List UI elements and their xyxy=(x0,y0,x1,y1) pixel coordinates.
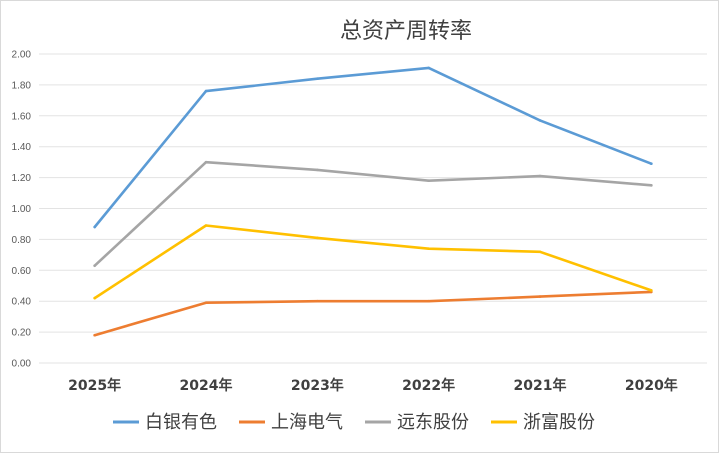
legend-item-0: 白银有色 xyxy=(113,412,217,433)
series-line-1 xyxy=(93,290,653,337)
legend-label: 浙富股份 xyxy=(523,412,595,433)
data-point xyxy=(538,174,542,178)
legend-item-3: 浙富股份 xyxy=(491,412,595,433)
y-tick-label: 1.80 xyxy=(12,80,32,91)
series-line-3 xyxy=(93,224,653,300)
legend-label: 白银有色 xyxy=(145,412,217,433)
legend-label: 远东股份 xyxy=(397,412,469,433)
x-tick-label: 2020年 xyxy=(625,377,678,394)
data-point xyxy=(93,225,96,229)
data-point xyxy=(427,66,430,70)
y-tick-label: 1.20 xyxy=(12,173,32,184)
data-point xyxy=(316,168,319,172)
series-lines xyxy=(93,66,653,337)
data-point xyxy=(316,236,319,240)
data-point xyxy=(204,89,208,93)
data-point xyxy=(650,289,653,292)
data-point xyxy=(538,250,542,254)
data-point xyxy=(538,295,542,298)
data-point xyxy=(204,160,208,164)
y-tick-label: 0.20 xyxy=(12,328,32,339)
y-tick-label: 2.00 xyxy=(12,50,32,61)
y-tick-label: 0.40 xyxy=(12,297,32,308)
data-point xyxy=(93,296,96,300)
y-tick-label: 1.60 xyxy=(12,111,32,122)
series-line-2 xyxy=(93,160,653,268)
data-point xyxy=(650,162,653,165)
data-point xyxy=(427,247,430,250)
data-point xyxy=(204,224,208,227)
legend: 白银有色 上海电气 远东股份 浙富股份 xyxy=(113,412,595,433)
legend-item-1: 上海电气 xyxy=(239,412,343,433)
x-tick-label: 2021年 xyxy=(514,377,567,394)
data-point xyxy=(316,77,319,81)
y-tick-label: 1.40 xyxy=(12,142,32,153)
x-tick-label: 2024年 xyxy=(180,377,233,394)
gridlines xyxy=(39,53,707,364)
y-tick-label: 1.00 xyxy=(12,204,32,215)
legend-item-2: 远东股份 xyxy=(365,412,469,433)
chart-title: 总资产周转率 xyxy=(340,19,472,44)
data-point xyxy=(427,299,430,303)
data-point xyxy=(316,299,319,303)
data-point xyxy=(427,179,430,182)
x-tick-label: 2022年 xyxy=(402,377,455,394)
data-point xyxy=(93,333,96,337)
x-tick-label: 2025年 xyxy=(68,377,121,394)
y-tick-label: 0.60 xyxy=(12,266,32,277)
y-tick-label: 0.00 xyxy=(12,359,32,370)
x-axis-ticks: 2025年 2024年 2023年 2022年 2021年 2020年 xyxy=(68,377,678,394)
series-line-0 xyxy=(93,66,653,229)
data-point xyxy=(650,184,653,187)
data-point xyxy=(204,301,208,305)
data-point xyxy=(93,264,96,267)
y-axis-ticks: 0.00 0.20 0.40 0.60 0.80 1.00 1.20 1.40 1.60 1.80… xyxy=(12,50,32,370)
y-tick-label: 0.80 xyxy=(12,235,32,246)
legend-label: 上海电气 xyxy=(271,412,343,433)
data-point xyxy=(538,119,542,122)
x-tick-label: 2023年 xyxy=(291,377,344,394)
